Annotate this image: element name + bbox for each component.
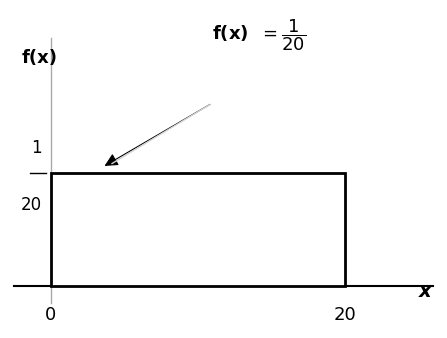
Text: 1: 1 (31, 139, 42, 157)
Text: 20: 20 (21, 196, 42, 214)
Text: x: x (419, 282, 432, 301)
Text: 0: 0 (45, 306, 56, 324)
Text: f(x): f(x) (21, 49, 57, 67)
Text: 20: 20 (333, 306, 356, 324)
Bar (51, 173, 345, 286)
Text: $\mathbf{f(x)}$  $= \dfrac{1}{20}$: $\mathbf{f(x)}$ $= \dfrac{1}{20}$ (212, 17, 307, 52)
